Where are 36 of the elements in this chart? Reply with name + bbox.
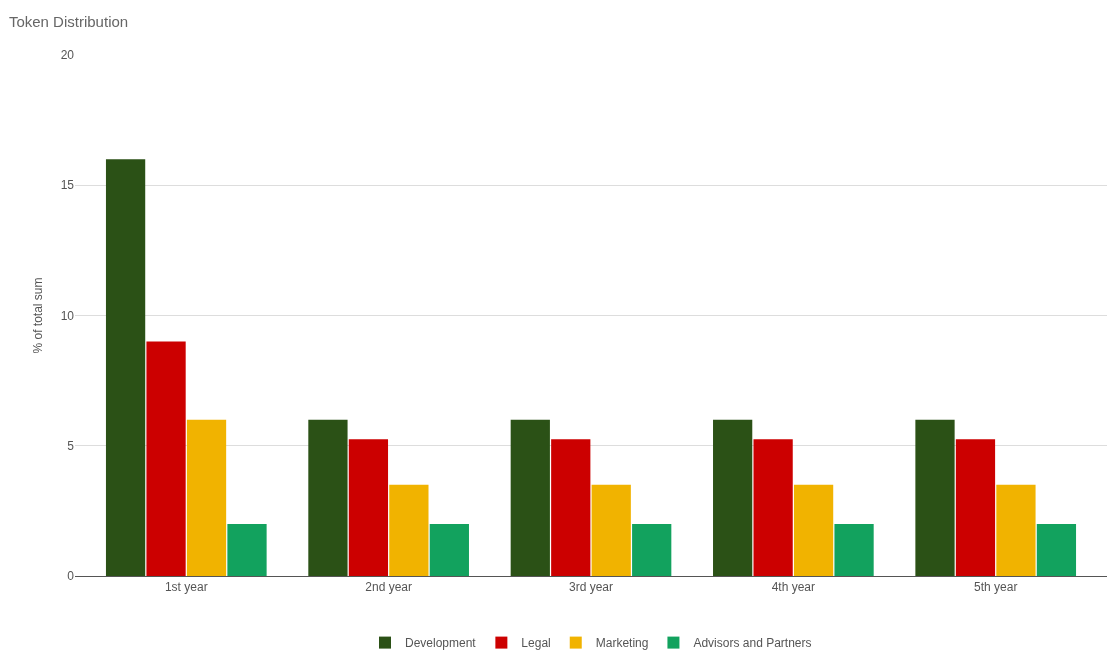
bar	[996, 484, 1036, 576]
x-tick-label: 2nd year	[365, 580, 412, 595]
x-tick-label: 3rd year	[568, 580, 614, 595]
bar	[551, 439, 591, 576]
chart-title: Token Distribution	[8, 13, 129, 31]
bar	[348, 439, 389, 576]
bar	[834, 523, 874, 576]
legend-label: Marketing	[595, 636, 649, 651]
bar	[510, 419, 550, 576]
x-tick-label: 5th year	[974, 580, 1018, 595]
bar	[227, 523, 267, 576]
bar	[429, 523, 469, 576]
bar	[389, 484, 429, 576]
y-tick-label: 5	[67, 438, 75, 453]
y-tick-label: 10	[60, 308, 75, 323]
y-tick-label: 15	[60, 178, 75, 193]
bar	[915, 419, 955, 576]
bar	[146, 341, 186, 576]
bar	[591, 484, 631, 576]
bar	[793, 484, 834, 576]
bar	[955, 439, 996, 576]
bar	[308, 419, 348, 576]
bar	[713, 419, 753, 576]
y-axis-title: % of total sum	[30, 277, 45, 354]
y-tick-label: 0	[67, 569, 75, 584]
bar	[186, 419, 227, 576]
x-tick-label: 4th year	[771, 580, 816, 595]
bar	[1036, 523, 1077, 576]
bar	[753, 439, 793, 576]
legend-label: Legal	[521, 636, 551, 651]
bar	[632, 523, 672, 576]
y-tick-label: 20	[60, 48, 75, 63]
legend-label: Advisors and Partners	[693, 636, 812, 651]
legend-label: Development	[405, 636, 477, 651]
bar	[105, 159, 146, 576]
x-tick-label: 1st year	[164, 580, 208, 595]
